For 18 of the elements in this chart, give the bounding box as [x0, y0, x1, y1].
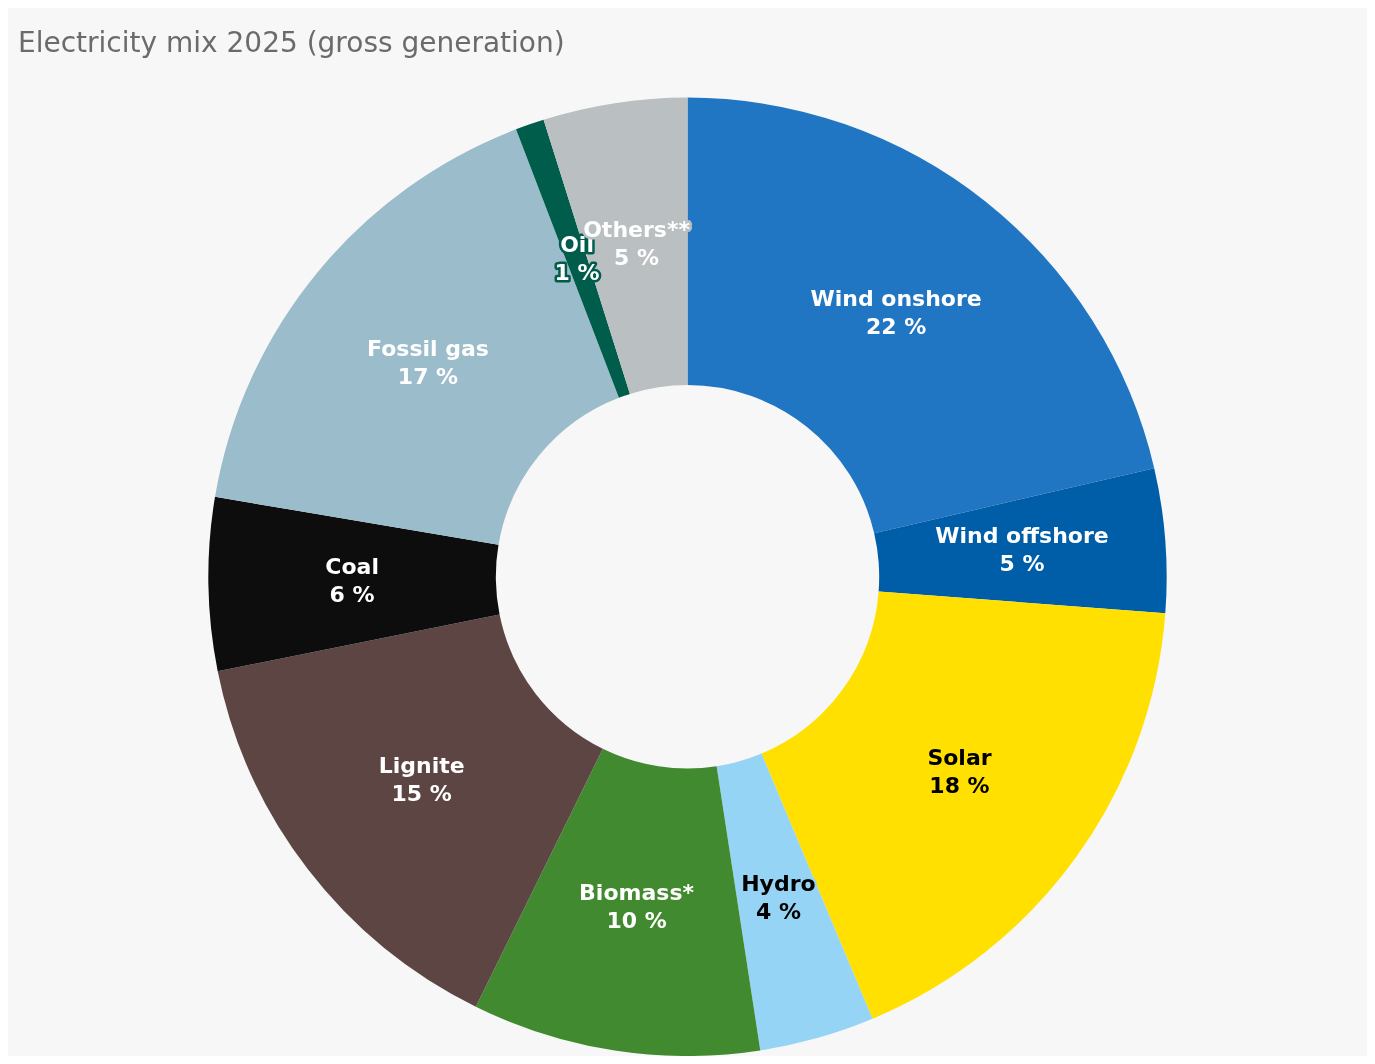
slice-label: Fossil gas [367, 335, 489, 361]
slice-label: Lignite [378, 753, 465, 779]
slice-label: Wind onshore [810, 285, 982, 311]
data-label: 18 % [929, 772, 990, 798]
slice-label: Solar [927, 744, 992, 770]
data-label: 10 % [606, 908, 667, 934]
data-label: 17 % [397, 363, 459, 389]
data-label: 5 % [614, 244, 660, 270]
chart-title: Electricity mix 2025 (gross generation) [18, 26, 565, 60]
data-label: 6 % [329, 581, 375, 607]
data-label: 15 % [391, 781, 452, 807]
slice-label: Wind offshore [935, 522, 1109, 548]
data-label: 5 % [999, 550, 1045, 576]
slice-label: Biomass* [579, 880, 695, 906]
slice-label: Coal [325, 553, 379, 579]
data-label: 22 % [865, 313, 927, 339]
data-label: 4 % [755, 899, 801, 925]
slice-label: Hydro [741, 871, 816, 897]
